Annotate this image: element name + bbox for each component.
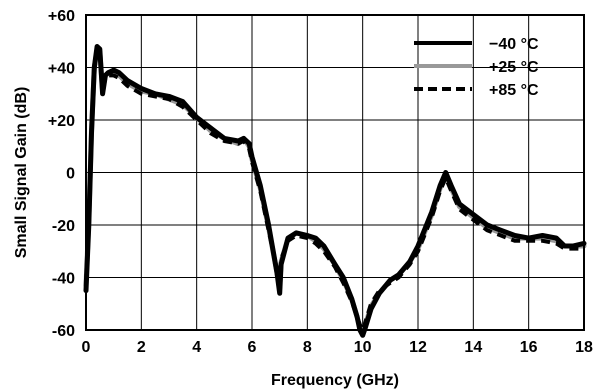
y-tick-label: +40 (48, 61, 75, 78)
x-tick-label: 18 (575, 339, 593, 356)
x-tick-label: 16 (520, 339, 538, 356)
series-line-0 (83, 44, 587, 338)
legend: −40 °C +25 °C +85 °C (414, 36, 539, 99)
x-tick-label: 14 (464, 339, 482, 356)
x-tick-label: 8 (303, 339, 312, 356)
x-tick-labels: 0 2 4 6 8 10 12 14 16 18 (82, 339, 593, 356)
y-tick-label: -20 (52, 218, 75, 235)
y-tick-labels: +60 +40 +20 0 -20 -40 -60 (48, 8, 75, 340)
y-tick-label: 0 (66, 166, 75, 183)
y-tick-label: -40 (52, 271, 75, 288)
legend-label: +25 °C (489, 59, 539, 76)
legend-label: −40 °C (489, 36, 539, 53)
series-lines (83, 44, 587, 338)
x-tick-label: 6 (248, 339, 257, 356)
plot-border (85, 14, 585, 331)
legend-label: +85 °C (489, 82, 539, 99)
x-tick-label: 2 (137, 339, 146, 356)
y-axis-title: Small Signal Gain (dB) (13, 87, 30, 259)
y-tick-label: +60 (48, 8, 75, 25)
x-tick-label: 0 (82, 339, 91, 356)
x-tick-label: 10 (354, 339, 372, 356)
y-tick-label: -60 (52, 323, 75, 340)
x-axis-title: Frequency (GHz) (271, 372, 399, 389)
y-tick-label: +20 (48, 113, 75, 130)
x-tick-label: 4 (192, 339, 201, 356)
x-tick-label: 12 (409, 339, 427, 356)
